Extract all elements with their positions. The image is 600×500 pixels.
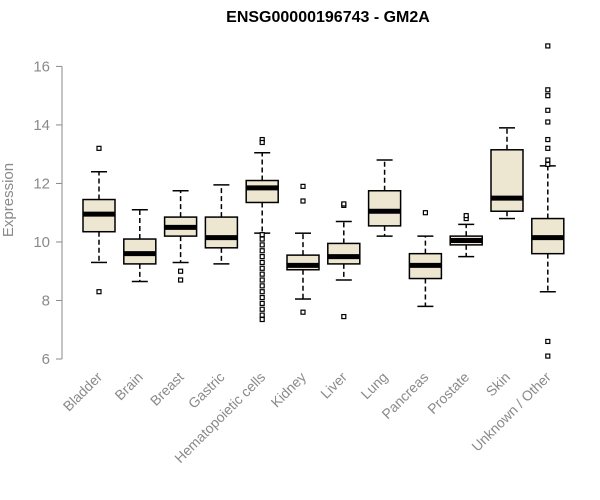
y-axis-label: Expression xyxy=(0,163,17,237)
outlier-point xyxy=(259,312,265,318)
box-brain xyxy=(123,209,157,283)
outlier-point xyxy=(341,313,347,320)
box-skin xyxy=(490,127,524,220)
y-axis: 6 8 10 12 14 16 xyxy=(33,58,63,368)
outlier-point xyxy=(463,213,469,219)
outlier-point xyxy=(259,277,265,283)
y-tick-label: 12 xyxy=(33,175,50,192)
box-pancreas xyxy=(408,210,443,308)
outlier-point xyxy=(96,145,102,151)
box-prostate xyxy=(449,213,483,258)
outlier-point xyxy=(259,306,265,312)
outlier-point xyxy=(259,259,265,266)
outlier-point xyxy=(259,271,265,277)
outlier-point xyxy=(259,242,265,248)
outlier-point xyxy=(545,136,551,143)
outlier-point xyxy=(545,161,551,168)
outlier-point xyxy=(259,253,265,260)
x-tick-label: Kidney xyxy=(268,369,310,411)
box-gastric xyxy=(204,184,239,265)
box-iqr xyxy=(245,179,279,204)
outlier-point xyxy=(545,87,551,93)
outlier-point xyxy=(300,198,306,204)
outlier-point xyxy=(259,300,265,307)
outlier-point xyxy=(178,277,184,283)
chart-title: ENSG00000196743 - GM2A xyxy=(226,9,430,26)
outlier-point xyxy=(259,265,265,271)
x-tick-label: Lung xyxy=(357,369,390,402)
y-tick-label: 6 xyxy=(42,351,50,368)
box-breast xyxy=(163,190,198,283)
x-tick-label: Breast xyxy=(147,369,187,409)
box-liver xyxy=(327,201,361,320)
y-tick-label: 8 xyxy=(42,292,50,309)
outlier-point xyxy=(178,268,184,274)
outlier-point xyxy=(259,139,265,146)
x-tick-label: Prostate xyxy=(424,369,472,417)
box-iqr xyxy=(327,242,361,265)
outlier-point xyxy=(545,353,551,359)
x-tick-label: Bladder xyxy=(60,369,106,415)
outlier-point xyxy=(259,294,265,301)
outlier-point xyxy=(259,248,265,254)
box-hematopoietic-cells xyxy=(245,136,279,323)
box-kidney xyxy=(286,183,320,315)
x-tick-label: Brain xyxy=(111,369,145,403)
x-tick-label: Liver xyxy=(317,369,350,402)
y-tick-label: 14 xyxy=(33,117,50,134)
y-tick-label: 10 xyxy=(33,234,50,251)
x-tick-label: Skin xyxy=(483,369,514,400)
outlier-point xyxy=(545,119,551,125)
outlier-point xyxy=(545,43,551,49)
box-series xyxy=(82,43,565,359)
outlier-point xyxy=(545,145,551,151)
box-iqr xyxy=(490,149,524,212)
outlier-point xyxy=(259,232,265,238)
box-unknown-other xyxy=(531,43,565,359)
outlier-point xyxy=(545,107,551,113)
y-tick-label: 16 xyxy=(33,58,50,75)
box-lung xyxy=(367,159,402,237)
outlier-point xyxy=(259,289,265,295)
box-iqr xyxy=(204,216,239,249)
outlier-point xyxy=(545,338,551,345)
outlier-point xyxy=(96,289,102,295)
outlier-point xyxy=(300,183,306,189)
outlier-point xyxy=(545,157,551,163)
outlier-point xyxy=(300,309,306,315)
box-iqr xyxy=(367,190,402,227)
outlier-point xyxy=(259,283,265,289)
outlier-point xyxy=(259,236,265,242)
outlier-point xyxy=(422,210,428,216)
box-bladder xyxy=(82,145,116,295)
outlier-point xyxy=(259,316,265,323)
outlier-point xyxy=(341,201,347,207)
outlier-point xyxy=(545,93,551,99)
